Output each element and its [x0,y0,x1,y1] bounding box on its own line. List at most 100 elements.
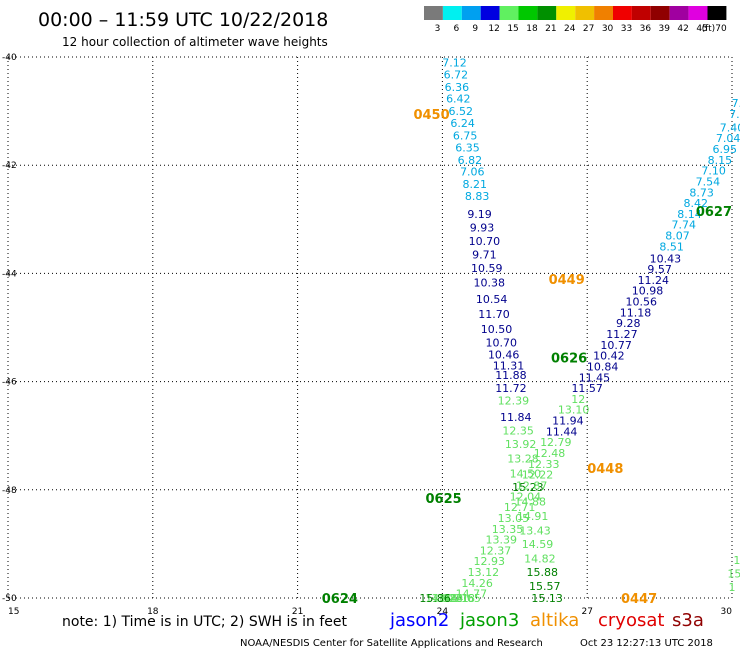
swh-value: 14.26 [461,577,493,590]
satellite-name-altika: altika [530,610,579,631]
swh-value: 13.10 [558,404,590,417]
satellite-name-s3a: s3a [672,610,704,631]
swh-value: 12.87 [516,479,548,492]
swh-value: 10.84 [587,360,619,373]
swh-value: 15.13 [531,592,563,605]
swh-value: 13.05 [498,512,530,525]
footer-note: note: 1) Time is in UTC; 2) SWH is in fe… [62,614,348,630]
swh-value: 12.39 [498,395,530,408]
legend-bin-label: 33 [621,24,632,34]
legend-swatch [480,6,500,20]
swh-value: 8.83 [465,190,490,203]
swh-value: 11.88 [495,369,527,382]
legend-bin-label: 24 [564,24,576,34]
legend-bin-label: 27 [583,24,594,34]
pass-number-label: 0447 [621,592,657,607]
swh-value: 13.35 [492,523,524,536]
swh-value: 11.18 [620,306,652,319]
lon-tick-label: 30 [721,607,733,617]
swh-value: 7.04 [716,132,740,145]
swh-value: 11.45 [579,371,611,384]
lon-tick-label: 15 [8,607,19,617]
swh-value: 14.91 [517,510,549,523]
swh-value: 9.57 [647,263,672,276]
swh-value: 6.75 [453,129,478,142]
swh-value: 6.95 [713,143,738,156]
satellite-name-jason3: jason3 [459,610,519,631]
lat-tick-label: -48 [2,486,17,496]
swh-value: 10.42 [593,350,625,363]
swh-value: 8.14 [677,208,702,221]
swh-value: 12. [571,393,589,406]
legend-unit: (ft) [702,24,716,34]
swh-value: 13.39 [486,534,518,547]
swh-value: 15.23 [512,481,544,494]
swh-value: 14.77 [456,588,488,601]
legend-swatch [537,6,557,20]
lon-tick-label: 21 [292,607,303,617]
lat-tick-label: -50 [2,594,17,604]
pass-number-label: 0449 [549,273,585,288]
swh-value: 8.51 [659,240,684,253]
swh-value: 12.22 [522,469,554,482]
swh-value: 9.71 [472,248,497,261]
swh-value: 13.28 [507,452,539,465]
swh-color-legend: 3 6 9 12 15 18 21 24 27 30 33 36 39 42 45 70(ft) [424,6,727,34]
swh-value: 7.10 [701,165,726,178]
legend-bin-label: 30 [602,24,614,34]
lon-tick-label: 18 [147,607,159,617]
map-subtitle: 12 hour collection of altimeter wave hei… [62,35,328,49]
swh-value: 10.38 [473,277,505,290]
legend-bin-label: 36 [640,24,652,34]
legend-bin-label: 6 [453,24,459,34]
altimeter-tracks: 7.126.726.366.426.526.246.756.356.827.06… [419,56,740,605]
swh-value: 12.79 [540,436,572,449]
swh-value: 13.12 [468,566,500,579]
swh-value: 12.71 [504,501,536,514]
satellite-name-jason2: jason2 [389,610,449,631]
pass-number-label: 0627 [696,205,732,220]
swh-value: 14.82 [524,553,556,566]
swh-value: 9.19 [467,208,492,221]
swh-value: 15.86 [419,592,451,605]
legend-swatch [650,6,670,20]
lat-tick-label: -44 [2,269,17,279]
lon-tick-label: 24 [437,607,449,617]
pass-number-label: 0624 [322,592,358,607]
swh-value: 12.33 [528,458,560,471]
swh-value: 11.72 [495,382,527,395]
pass-number-labels: 0450 0449 0627 0626 0448 0625 0624 0447 [322,108,732,607]
swh-value: 11.94 [552,415,584,428]
legend-swatch [669,6,689,20]
swh-value: 14.59 [522,538,554,551]
swh-value: 6.52 [448,105,473,118]
legend-bin-label: 15 [507,24,518,34]
swh-value: 11.57 [571,382,603,395]
pass-number-label: 0625 [426,492,462,507]
swh-value: 7.40 [720,121,740,134]
lat-lon-grid [7,56,733,599]
swh-value: 6.35 [455,141,480,154]
swh-value: 14.18 [444,592,476,605]
swh-value: 13.92 [505,438,537,451]
legend-swatch [707,6,727,20]
swh-value: 1 [729,581,736,594]
satellite-legend: jason2 jason3 altika cryosat s3a [389,610,704,631]
swh-value: 11.70 [478,308,510,321]
legend-swatch [499,6,519,20]
swh-value: 8.42 [684,197,709,210]
legend-swatch [613,6,632,20]
legend-swatch [424,6,443,20]
legend-bin-label: 3 [435,24,441,34]
legend-bin-label: 70 [715,24,727,34]
swh-value: 10.54 [476,293,508,306]
swh-value: 12.37 [480,544,512,557]
swh-value: 7.54 [696,175,721,188]
swh-value: 7.74 [671,219,696,232]
lat-tick-label: -40 [2,53,17,63]
swh-value: 10.43 [650,252,682,265]
swh-value: 9.93 [470,221,495,234]
swh-value: 15.88 [527,566,559,579]
swh-value: 1 [733,554,740,567]
swh-value: 12.93 [473,555,505,568]
